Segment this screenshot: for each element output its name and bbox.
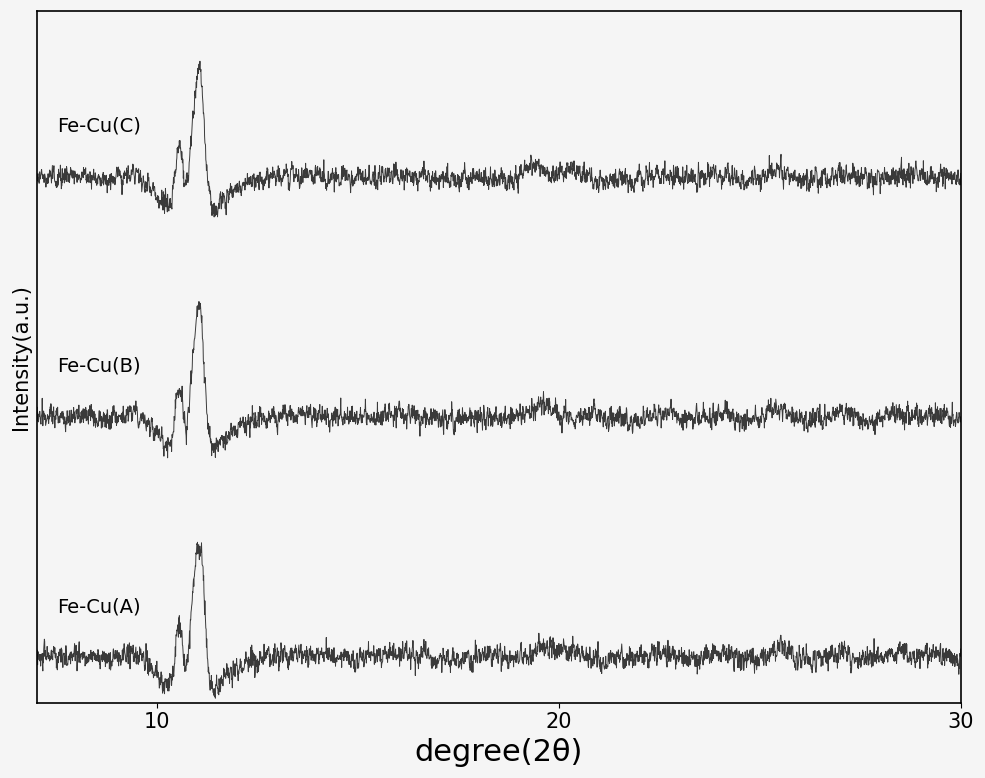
Text: Fe-Cu(C): Fe-Cu(C) [57,117,141,135]
X-axis label: degree(2θ): degree(2θ) [415,738,583,767]
Text: Fe-Cu(B): Fe-Cu(B) [57,357,141,376]
Text: Fe-Cu(A): Fe-Cu(A) [57,598,141,616]
Y-axis label: Intensity(a.u.): Intensity(a.u.) [11,284,32,429]
